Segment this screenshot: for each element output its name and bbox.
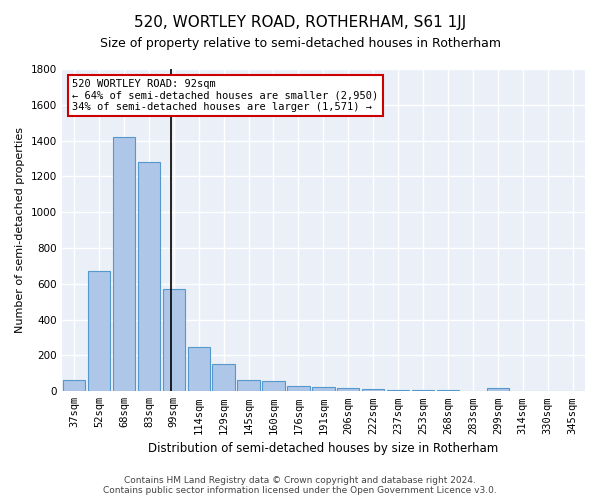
Bar: [88, 272, 110, 392]
Bar: [287, 386, 310, 392]
Bar: [337, 388, 359, 392]
Bar: [63, 380, 85, 392]
Bar: [437, 390, 459, 392]
Bar: [212, 364, 235, 392]
Y-axis label: Number of semi-detached properties: Number of semi-detached properties: [15, 127, 25, 333]
Bar: [262, 380, 285, 392]
Bar: [312, 387, 335, 392]
Bar: [412, 390, 434, 392]
Bar: [113, 137, 135, 392]
Bar: [163, 289, 185, 392]
Bar: [137, 162, 160, 392]
Text: Contains HM Land Registry data © Crown copyright and database right 2024.
Contai: Contains HM Land Registry data © Crown c…: [103, 476, 497, 495]
Bar: [387, 390, 409, 392]
Text: 520 WORTLEY ROAD: 92sqm
← 64% of semi-detached houses are smaller (2,950)
34% of: 520 WORTLEY ROAD: 92sqm ← 64% of semi-de…: [72, 78, 379, 112]
Bar: [362, 388, 385, 392]
X-axis label: Distribution of semi-detached houses by size in Rotherham: Distribution of semi-detached houses by …: [148, 442, 499, 455]
Bar: [238, 380, 260, 392]
Text: 520, WORTLEY ROAD, ROTHERHAM, S61 1JJ: 520, WORTLEY ROAD, ROTHERHAM, S61 1JJ: [134, 15, 466, 30]
Text: Size of property relative to semi-detached houses in Rotherham: Size of property relative to semi-detach…: [100, 38, 500, 51]
Bar: [487, 388, 509, 392]
Bar: [188, 346, 210, 392]
